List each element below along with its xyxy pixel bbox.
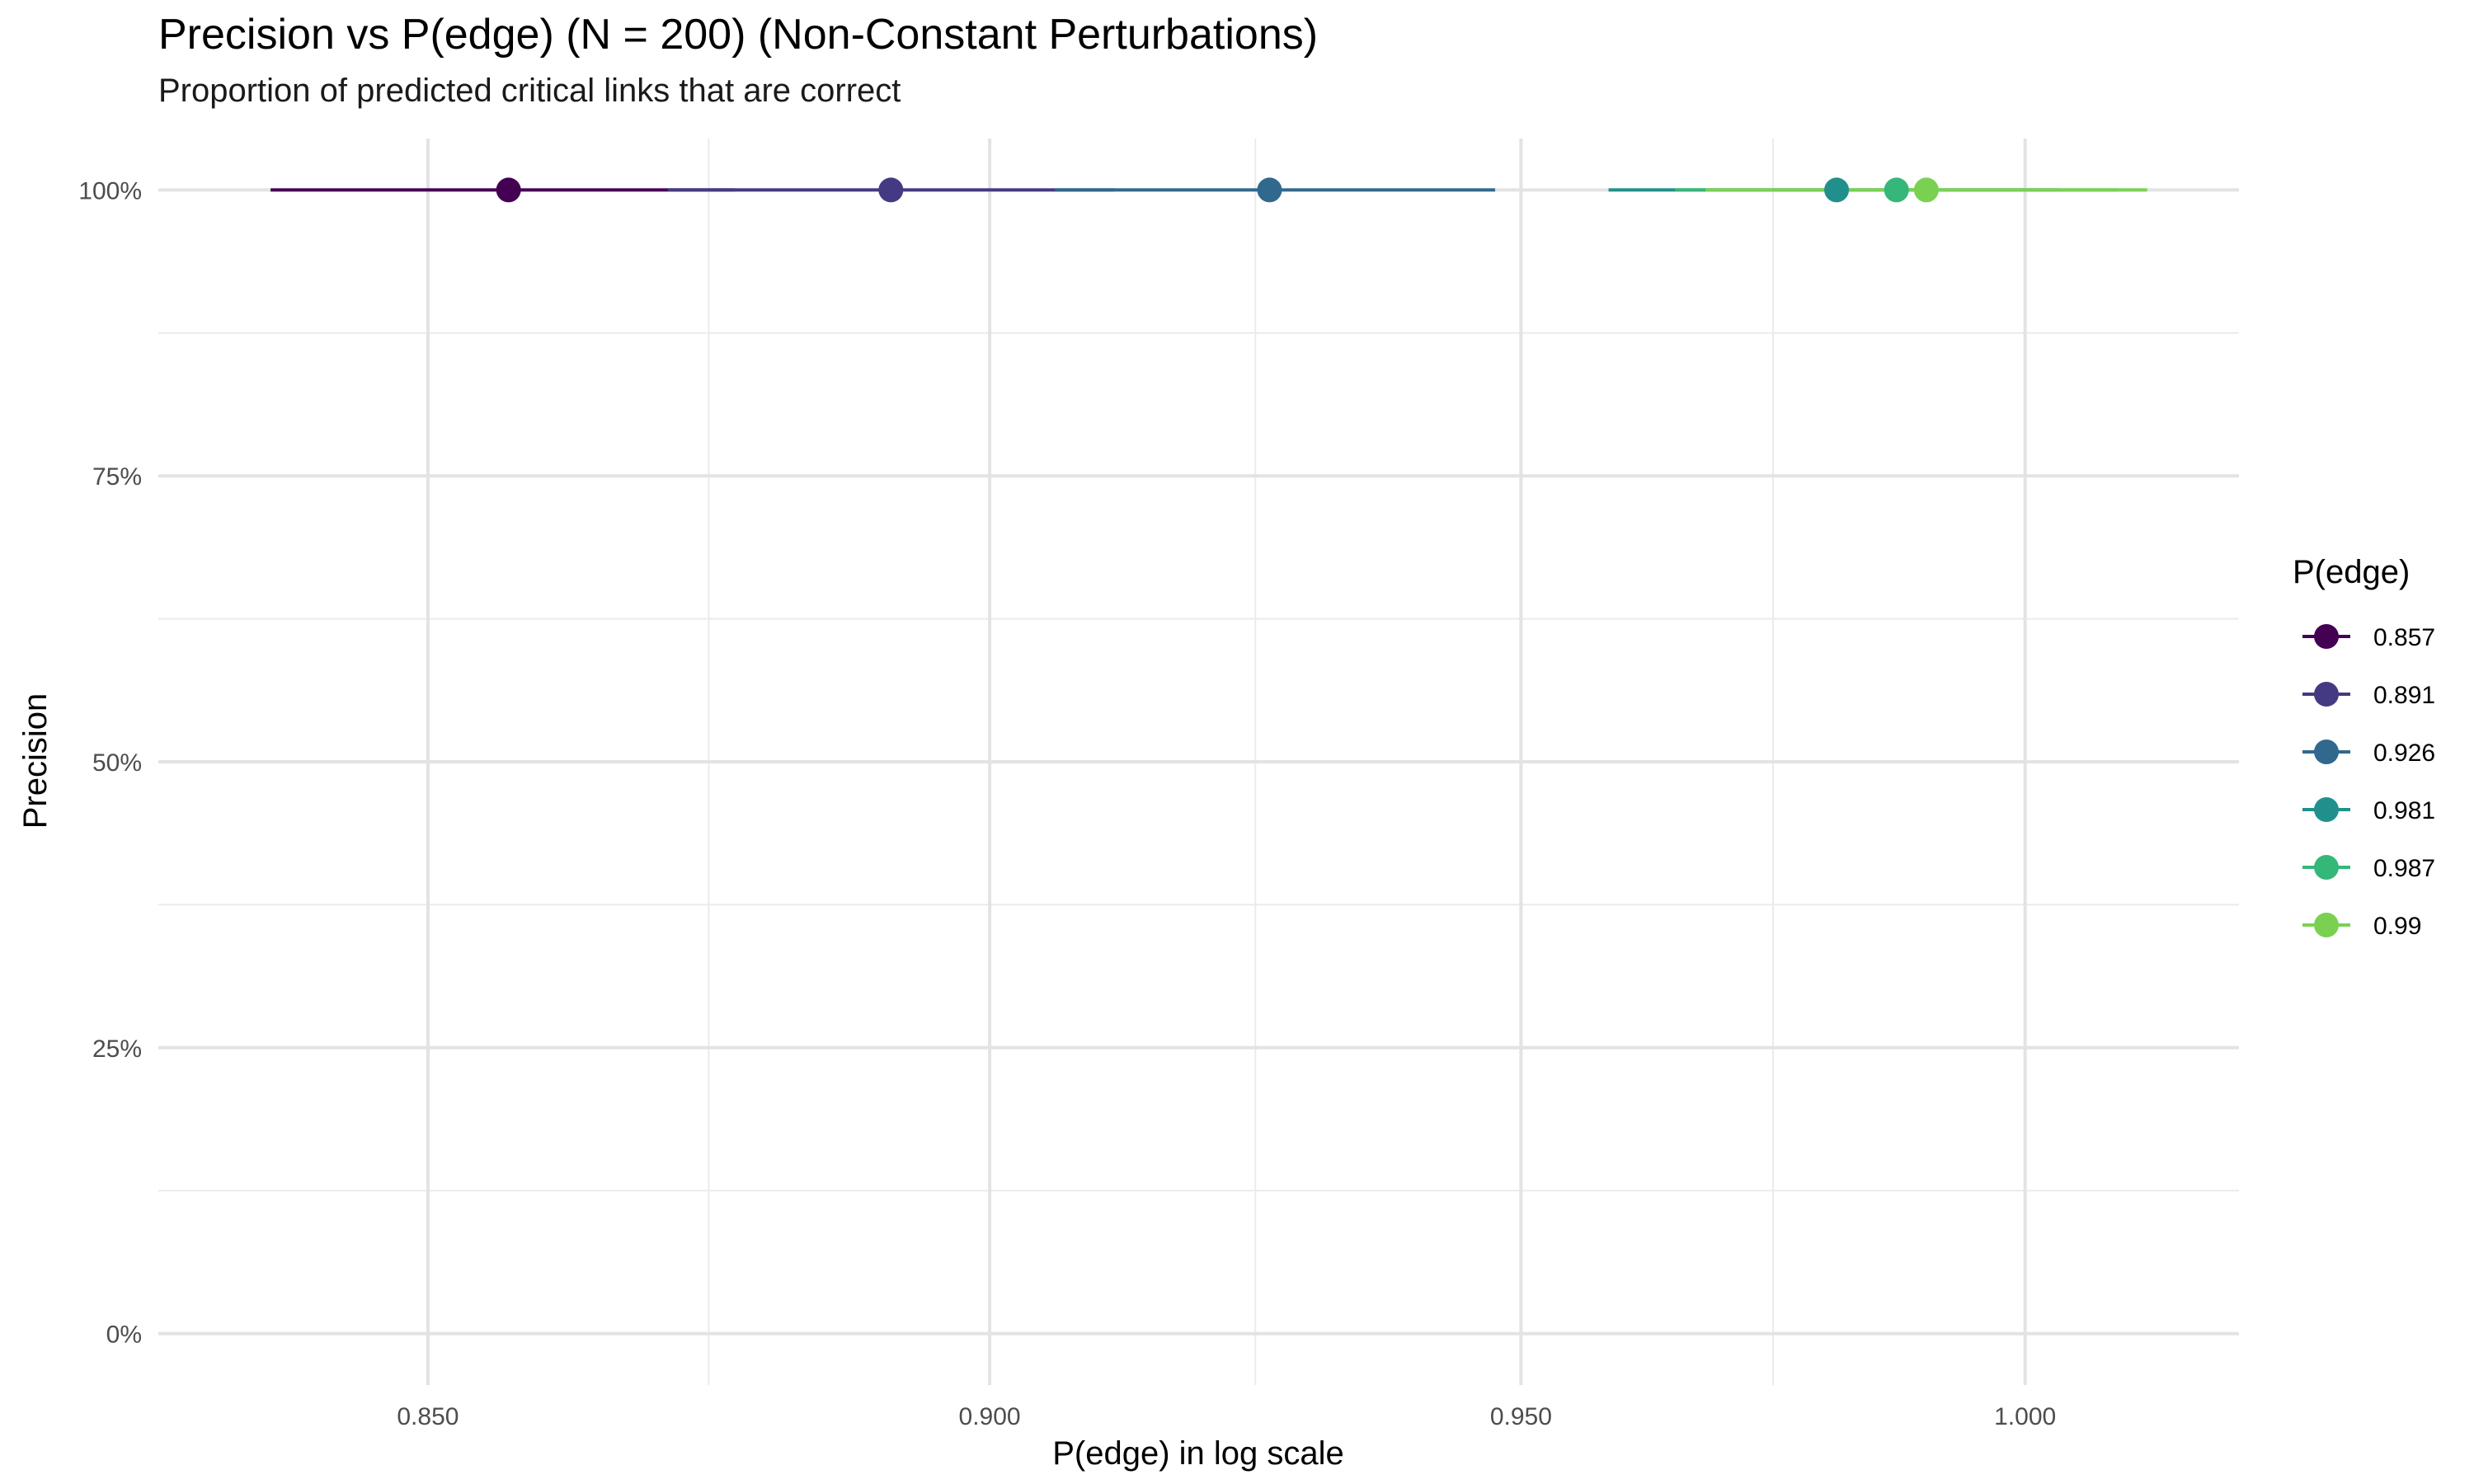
legend-label: 0.987 xyxy=(2373,855,2435,882)
data-point-0.857 xyxy=(496,177,521,203)
legend: P(edge) 0.857 0.891 0.926 0.981 0.987 0.99 xyxy=(2293,554,2435,940)
legend-label: 0.857 xyxy=(2373,624,2435,651)
x-tick-label: 0.850 xyxy=(397,1403,459,1430)
y-tick-label: 100% xyxy=(78,177,142,204)
legend-key-point xyxy=(2314,797,2339,822)
chart-title: Precision vs P(edge) (N = 200) (Non-Cons… xyxy=(158,11,1319,59)
legend-title: P(edge) xyxy=(2293,554,2410,590)
grid-lines xyxy=(158,139,2239,1385)
x-tick-label: 0.950 xyxy=(1490,1403,1552,1430)
data-points xyxy=(496,177,1939,203)
y-tick-label: 0% xyxy=(106,1322,142,1349)
data-point-0.99 xyxy=(1913,177,1939,203)
x-tick-label: 0.900 xyxy=(959,1403,1021,1430)
y-tick-label: 50% xyxy=(92,749,142,777)
legend-label: 0.891 xyxy=(2373,682,2435,709)
x-axis-title: P(edge) in log scale xyxy=(1052,1435,1344,1472)
legend-label: 0.981 xyxy=(2373,797,2435,824)
chart-subtitle: Proportion of predicted critical links t… xyxy=(158,73,901,109)
x-tick-label: 1.000 xyxy=(1994,1403,2056,1430)
x-axis-ticks: 0.850 0.900 0.950 1.000 xyxy=(397,1403,2056,1430)
legend-items: 0.857 0.891 0.926 0.981 0.987 0.99 xyxy=(2302,624,2435,940)
y-tick-label: 75% xyxy=(92,463,142,491)
data-point-0.891 xyxy=(878,177,904,203)
legend-label: 0.99 xyxy=(2373,913,2421,940)
legend-key-point xyxy=(2314,855,2339,880)
y-tick-label: 25% xyxy=(92,1036,142,1063)
legend-key-point xyxy=(2314,624,2339,649)
y-axis-ticks: 0% 25% 50% 75% 100% xyxy=(78,177,142,1348)
data-point-0.981 xyxy=(1824,177,1850,203)
data-point-0.987 xyxy=(1884,177,1909,203)
legend-key-point xyxy=(2314,740,2339,764)
legend-key-point xyxy=(2314,913,2339,937)
legend-key-point xyxy=(2314,682,2339,707)
legend-label: 0.926 xyxy=(2373,740,2435,767)
y-axis-title: Precision xyxy=(17,693,54,829)
data-point-0.926 xyxy=(1257,177,1282,203)
